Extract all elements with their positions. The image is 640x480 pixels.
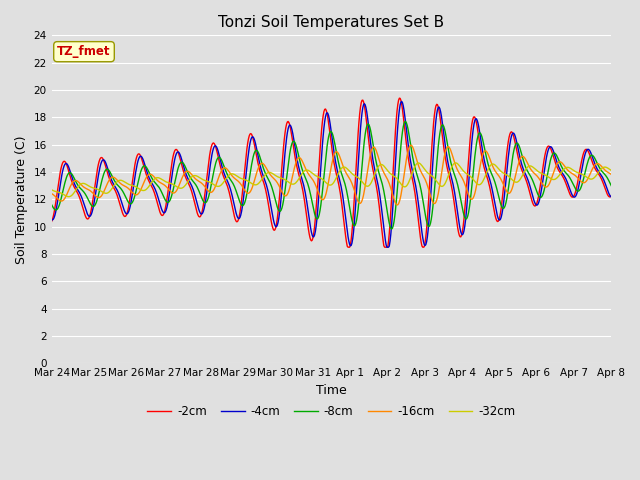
-4cm bbox=[227, 190, 235, 195]
-8cm bbox=[388, 226, 396, 232]
-8cm bbox=[48, 202, 56, 208]
-32cm bbox=[48, 187, 56, 192]
-2cm bbox=[413, 208, 421, 214]
Title: Tonzi Soil Temperatures Set B: Tonzi Soil Temperatures Set B bbox=[218, 15, 444, 30]
-4cm bbox=[257, 166, 265, 171]
Line: -32cm: -32cm bbox=[52, 163, 640, 197]
X-axis label: Time: Time bbox=[316, 384, 347, 397]
-8cm bbox=[447, 159, 454, 165]
-16cm bbox=[413, 159, 421, 165]
-2cm bbox=[48, 218, 56, 224]
-32cm bbox=[446, 168, 454, 174]
Line: -4cm: -4cm bbox=[52, 101, 640, 247]
-32cm bbox=[280, 177, 288, 182]
-4cm bbox=[118, 200, 125, 205]
-16cm bbox=[118, 181, 125, 187]
Line: -2cm: -2cm bbox=[52, 98, 640, 247]
Line: -16cm: -16cm bbox=[52, 145, 640, 205]
-2cm bbox=[344, 244, 352, 250]
-16cm bbox=[227, 172, 235, 178]
-8cm bbox=[413, 172, 421, 178]
-16cm bbox=[393, 202, 401, 208]
-4cm bbox=[383, 244, 391, 250]
-4cm bbox=[413, 192, 421, 198]
-4cm bbox=[48, 217, 56, 223]
-32cm bbox=[413, 161, 420, 167]
-16cm bbox=[48, 191, 56, 196]
-32cm bbox=[118, 178, 126, 184]
-2cm bbox=[227, 199, 235, 205]
-32cm bbox=[65, 194, 72, 200]
-16cm bbox=[280, 192, 287, 197]
Line: -8cm: -8cm bbox=[52, 121, 640, 229]
-8cm bbox=[280, 198, 287, 204]
-2cm bbox=[447, 180, 454, 185]
Legend: -2cm, -4cm, -8cm, -16cm, -32cm: -2cm, -4cm, -8cm, -16cm, -32cm bbox=[143, 401, 520, 423]
-2cm bbox=[280, 144, 287, 150]
-2cm bbox=[396, 96, 403, 101]
-16cm bbox=[407, 142, 415, 148]
-32cm bbox=[258, 177, 266, 182]
-32cm bbox=[228, 171, 236, 177]
Y-axis label: Soil Temperature (C): Soil Temperature (C) bbox=[15, 135, 28, 264]
-2cm bbox=[118, 207, 125, 213]
-8cm bbox=[227, 178, 235, 184]
-4cm bbox=[280, 168, 287, 173]
Text: TZ_fmet: TZ_fmet bbox=[57, 45, 111, 58]
-16cm bbox=[447, 147, 454, 153]
-32cm bbox=[452, 160, 460, 166]
-8cm bbox=[257, 157, 265, 163]
-8cm bbox=[118, 187, 125, 192]
-8cm bbox=[402, 119, 410, 124]
-4cm bbox=[398, 98, 406, 104]
-16cm bbox=[257, 161, 265, 167]
-2cm bbox=[257, 171, 265, 177]
-4cm bbox=[447, 172, 454, 178]
